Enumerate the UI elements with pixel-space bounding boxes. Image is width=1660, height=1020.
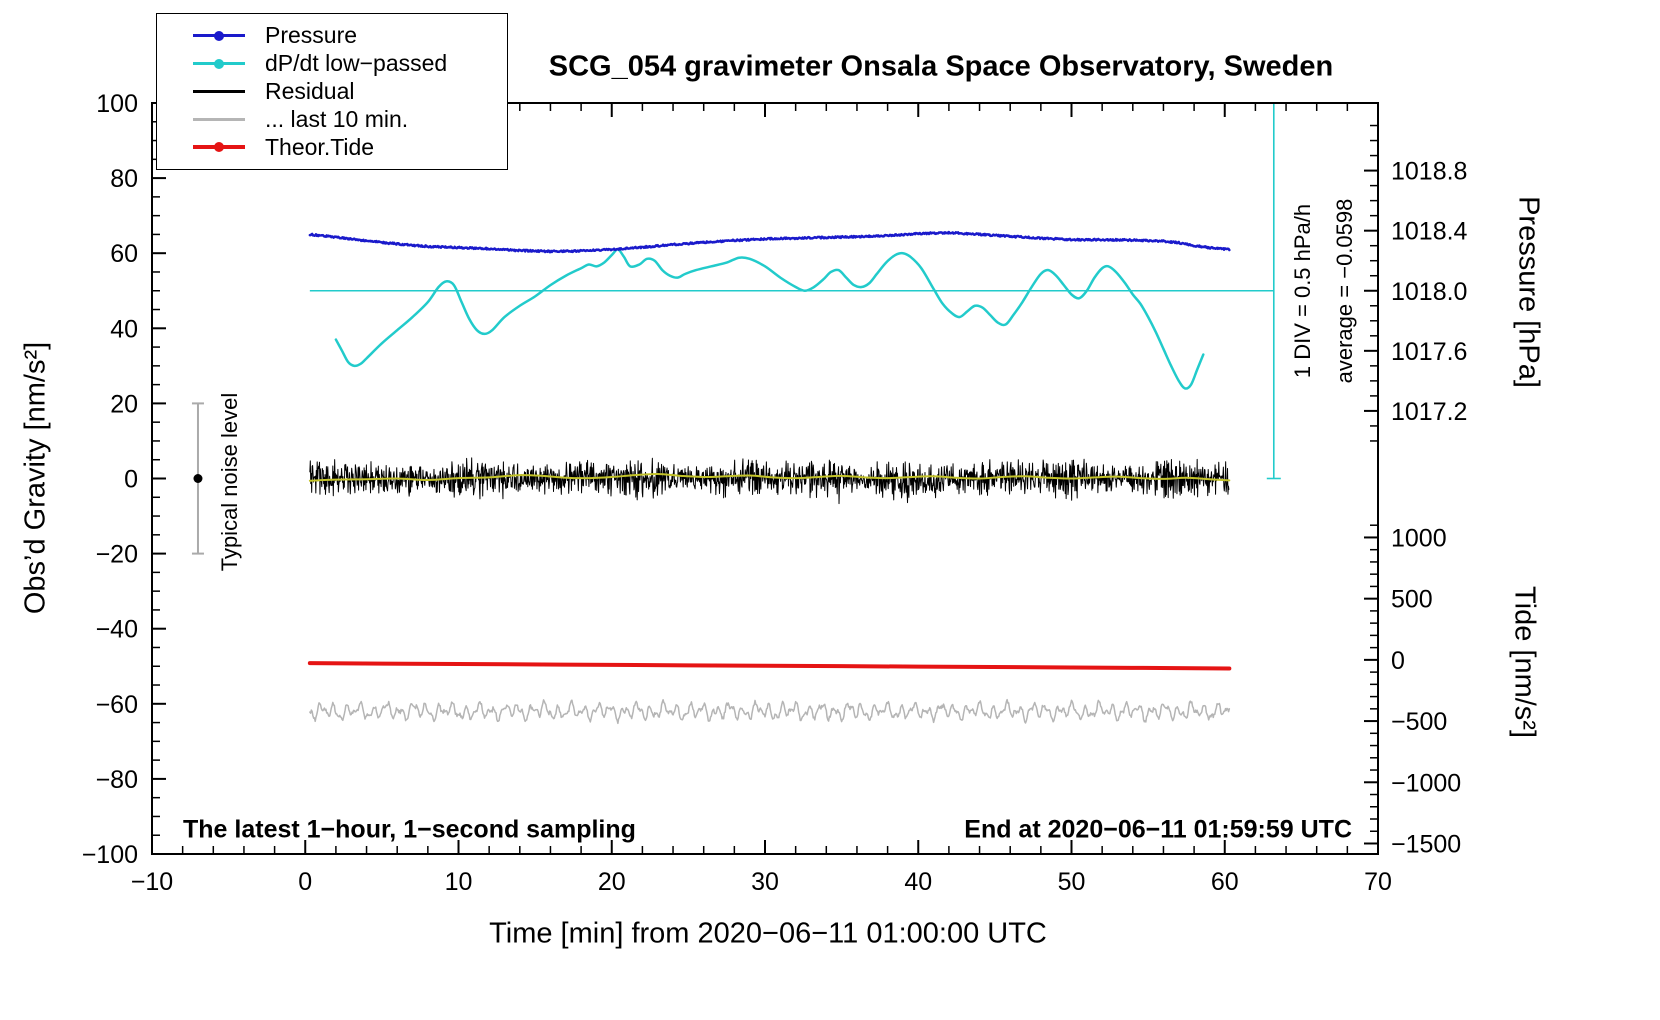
end-time-annotation: End at 2020−06−11 01:59:59 UTC (964, 815, 1352, 844)
y-tick-label: −80 (96, 766, 138, 794)
legend-item-label: Residual (265, 77, 355, 104)
noise-level-dot (193, 474, 203, 483)
legend-line-sample (193, 30, 245, 41)
x-tick-label: 0 (298, 868, 312, 896)
series-residual-smoothed (308, 472, 1231, 482)
x-tick-label: 10 (445, 868, 473, 896)
pressure-tick-label: 1017.2 (1391, 398, 1467, 426)
x-tick-label: 40 (904, 868, 932, 896)
tide-tick-label: 0 (1391, 647, 1405, 675)
legend-line (193, 90, 245, 93)
tide-tick-label: −500 (1391, 708, 1447, 736)
legend-line-sample (193, 142, 245, 153)
average-annotation: average = −0.0598 (1332, 198, 1357, 384)
y-tick-label: 20 (110, 390, 138, 418)
y-axis-label-pressure: Pressure [hPa] (1512, 196, 1545, 388)
legend-item: dP/dt low−passed (193, 50, 507, 77)
series-last-10-min (309, 698, 1231, 725)
div-annotation: 1 DIV = 0.5 hPa/h (1290, 203, 1315, 379)
series-residual (309, 457, 1230, 505)
legend-item-label: Pressure (265, 22, 358, 49)
x-tick-label: 70 (1364, 868, 1392, 896)
series-dpdt-lowpassed (334, 248, 1205, 390)
pressure-tick-label: 1017.6 (1391, 338, 1467, 366)
legend-item-label: Theor.Tide (265, 133, 375, 160)
legend-item: ... last 10 min. (193, 106, 507, 133)
legend-item-label: ... last 10 min. (265, 105, 409, 132)
series-theor-tide (307, 661, 1232, 671)
tide-tick-label: 1000 (1391, 524, 1447, 552)
x-tick-label: −10 (131, 868, 173, 896)
legend-item: Residual (193, 78, 507, 105)
legend-line-sample (193, 90, 245, 93)
x-tick-label: 30 (751, 868, 779, 896)
y-tick-label: −100 (82, 841, 138, 869)
y-tick-label: −20 (96, 541, 138, 569)
legend-marker-dot (214, 30, 224, 41)
series-group (307, 230, 1274, 725)
series-pressure (308, 230, 1231, 254)
y-tick-label: 40 (110, 315, 138, 343)
legend-item-label: dP/dt low−passed (265, 50, 448, 77)
pressure-tick-label: 1018.8 (1391, 158, 1467, 186)
y-tick-label: 100 (96, 90, 138, 118)
pressure-tick-label: 1018.0 (1391, 278, 1467, 306)
tide-tick-label: −1000 (1391, 769, 1461, 797)
y-tick-label: 80 (110, 165, 138, 193)
x-tick-label: 60 (1211, 868, 1239, 896)
x-tick-label: 20 (598, 868, 626, 896)
x-axis-label: Time [min] from 2020−06−11 01:00:00 UTC (489, 917, 1047, 950)
tide-tick-label: −1500 (1391, 830, 1461, 858)
pressure-tick-label: 1018.4 (1391, 218, 1468, 246)
x-tick-label: 50 (1058, 868, 1086, 896)
tide-tick-label: 500 (1391, 586, 1433, 614)
y-tick-label: 60 (110, 240, 138, 268)
legend-marker-dot (214, 142, 224, 153)
legend-item: Pressure (193, 22, 507, 49)
y-tick-label: −60 (96, 691, 138, 719)
y-tick-label: 0 (124, 466, 138, 494)
legend-line-sample (193, 118, 245, 121)
legend: Pressure dP/dt low−passed Residual... last… (156, 13, 508, 170)
legend-line-sample (193, 58, 245, 69)
legend-item: Theor.Tide (193, 134, 507, 161)
legend-marker-dot (214, 58, 224, 69)
y-axis-label-tide: Tide [nm/s²] (1508, 585, 1541, 739)
sampling-annotation: The latest 1−hour, 1−second sampling (183, 815, 636, 844)
y-axis-label-gravity: Obs’d Gravity [nm/s²] (19, 341, 52, 615)
noise-level-label: Typical noise level (217, 392, 242, 572)
legend-line (193, 118, 245, 121)
y-tick-label: −40 (96, 616, 138, 644)
chart-title: SCG_054 gravimeter Onsala Space Observat… (548, 50, 1334, 83)
